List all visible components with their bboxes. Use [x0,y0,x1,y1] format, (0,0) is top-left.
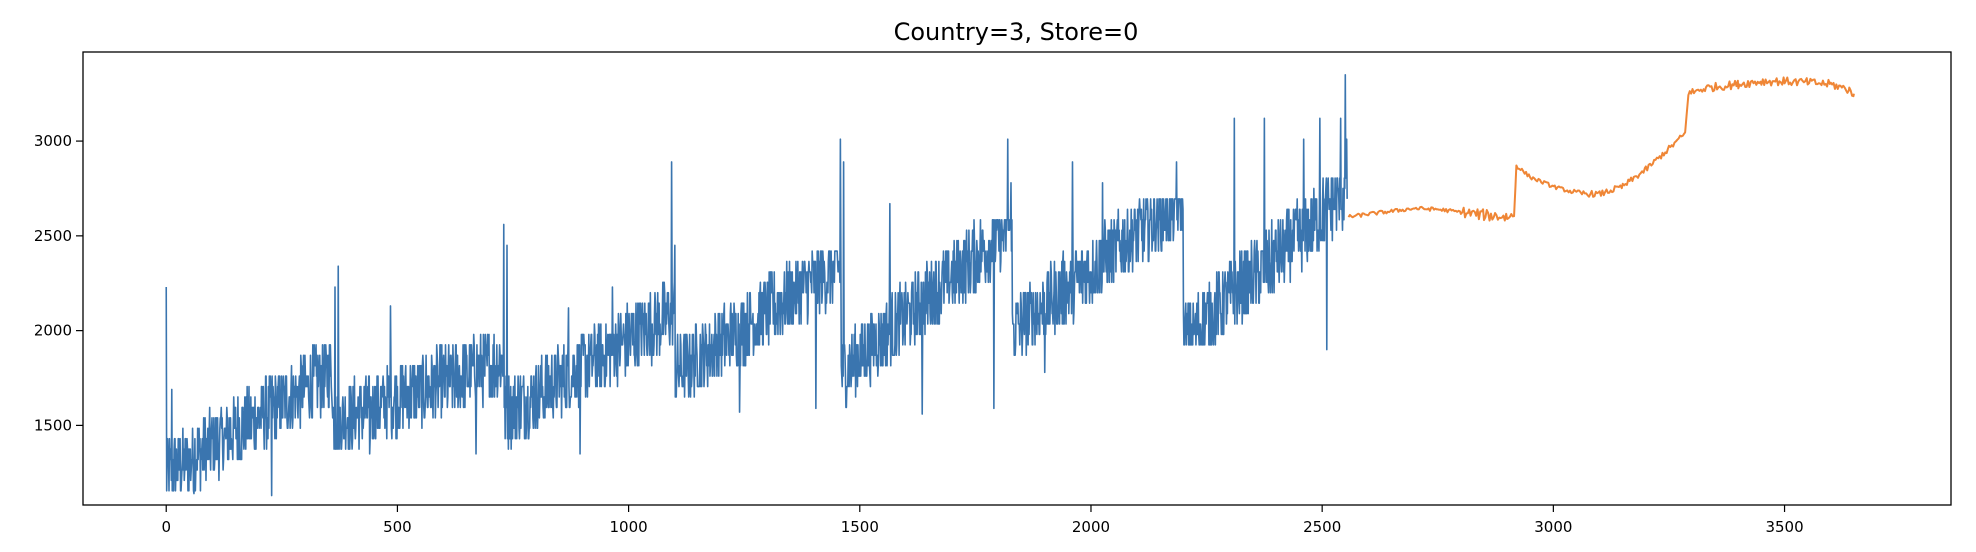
y-tick-label: 2000 [34,322,72,340]
y-tick-label: 3000 [34,132,72,150]
plot-area [165,73,1855,497]
x-tick-label: 1500 [841,518,879,536]
x-tick-label: 3000 [1534,518,1572,536]
x-tick-label: 2500 [1303,518,1341,536]
x-axis: 0 500 1000 1500 2000 2500 3000 3500 [161,505,1804,536]
y-tick-label: 1500 [34,416,72,434]
x-tick-label: 3500 [1765,518,1803,536]
x-tick-label: 2000 [1072,518,1110,536]
y-tick-label: 2500 [34,227,72,245]
chart-title: Country=3, Store=0 [894,18,1139,46]
series-line-history [165,73,1348,497]
x-tick-label: 500 [383,518,412,536]
y-axis: 1500 2000 2500 3000 [34,132,83,434]
x-tick-label: 0 [161,518,171,536]
axes-frame [82,51,1952,506]
x-tick-label: 1000 [610,518,648,536]
series-line-forecast [1347,76,1855,222]
